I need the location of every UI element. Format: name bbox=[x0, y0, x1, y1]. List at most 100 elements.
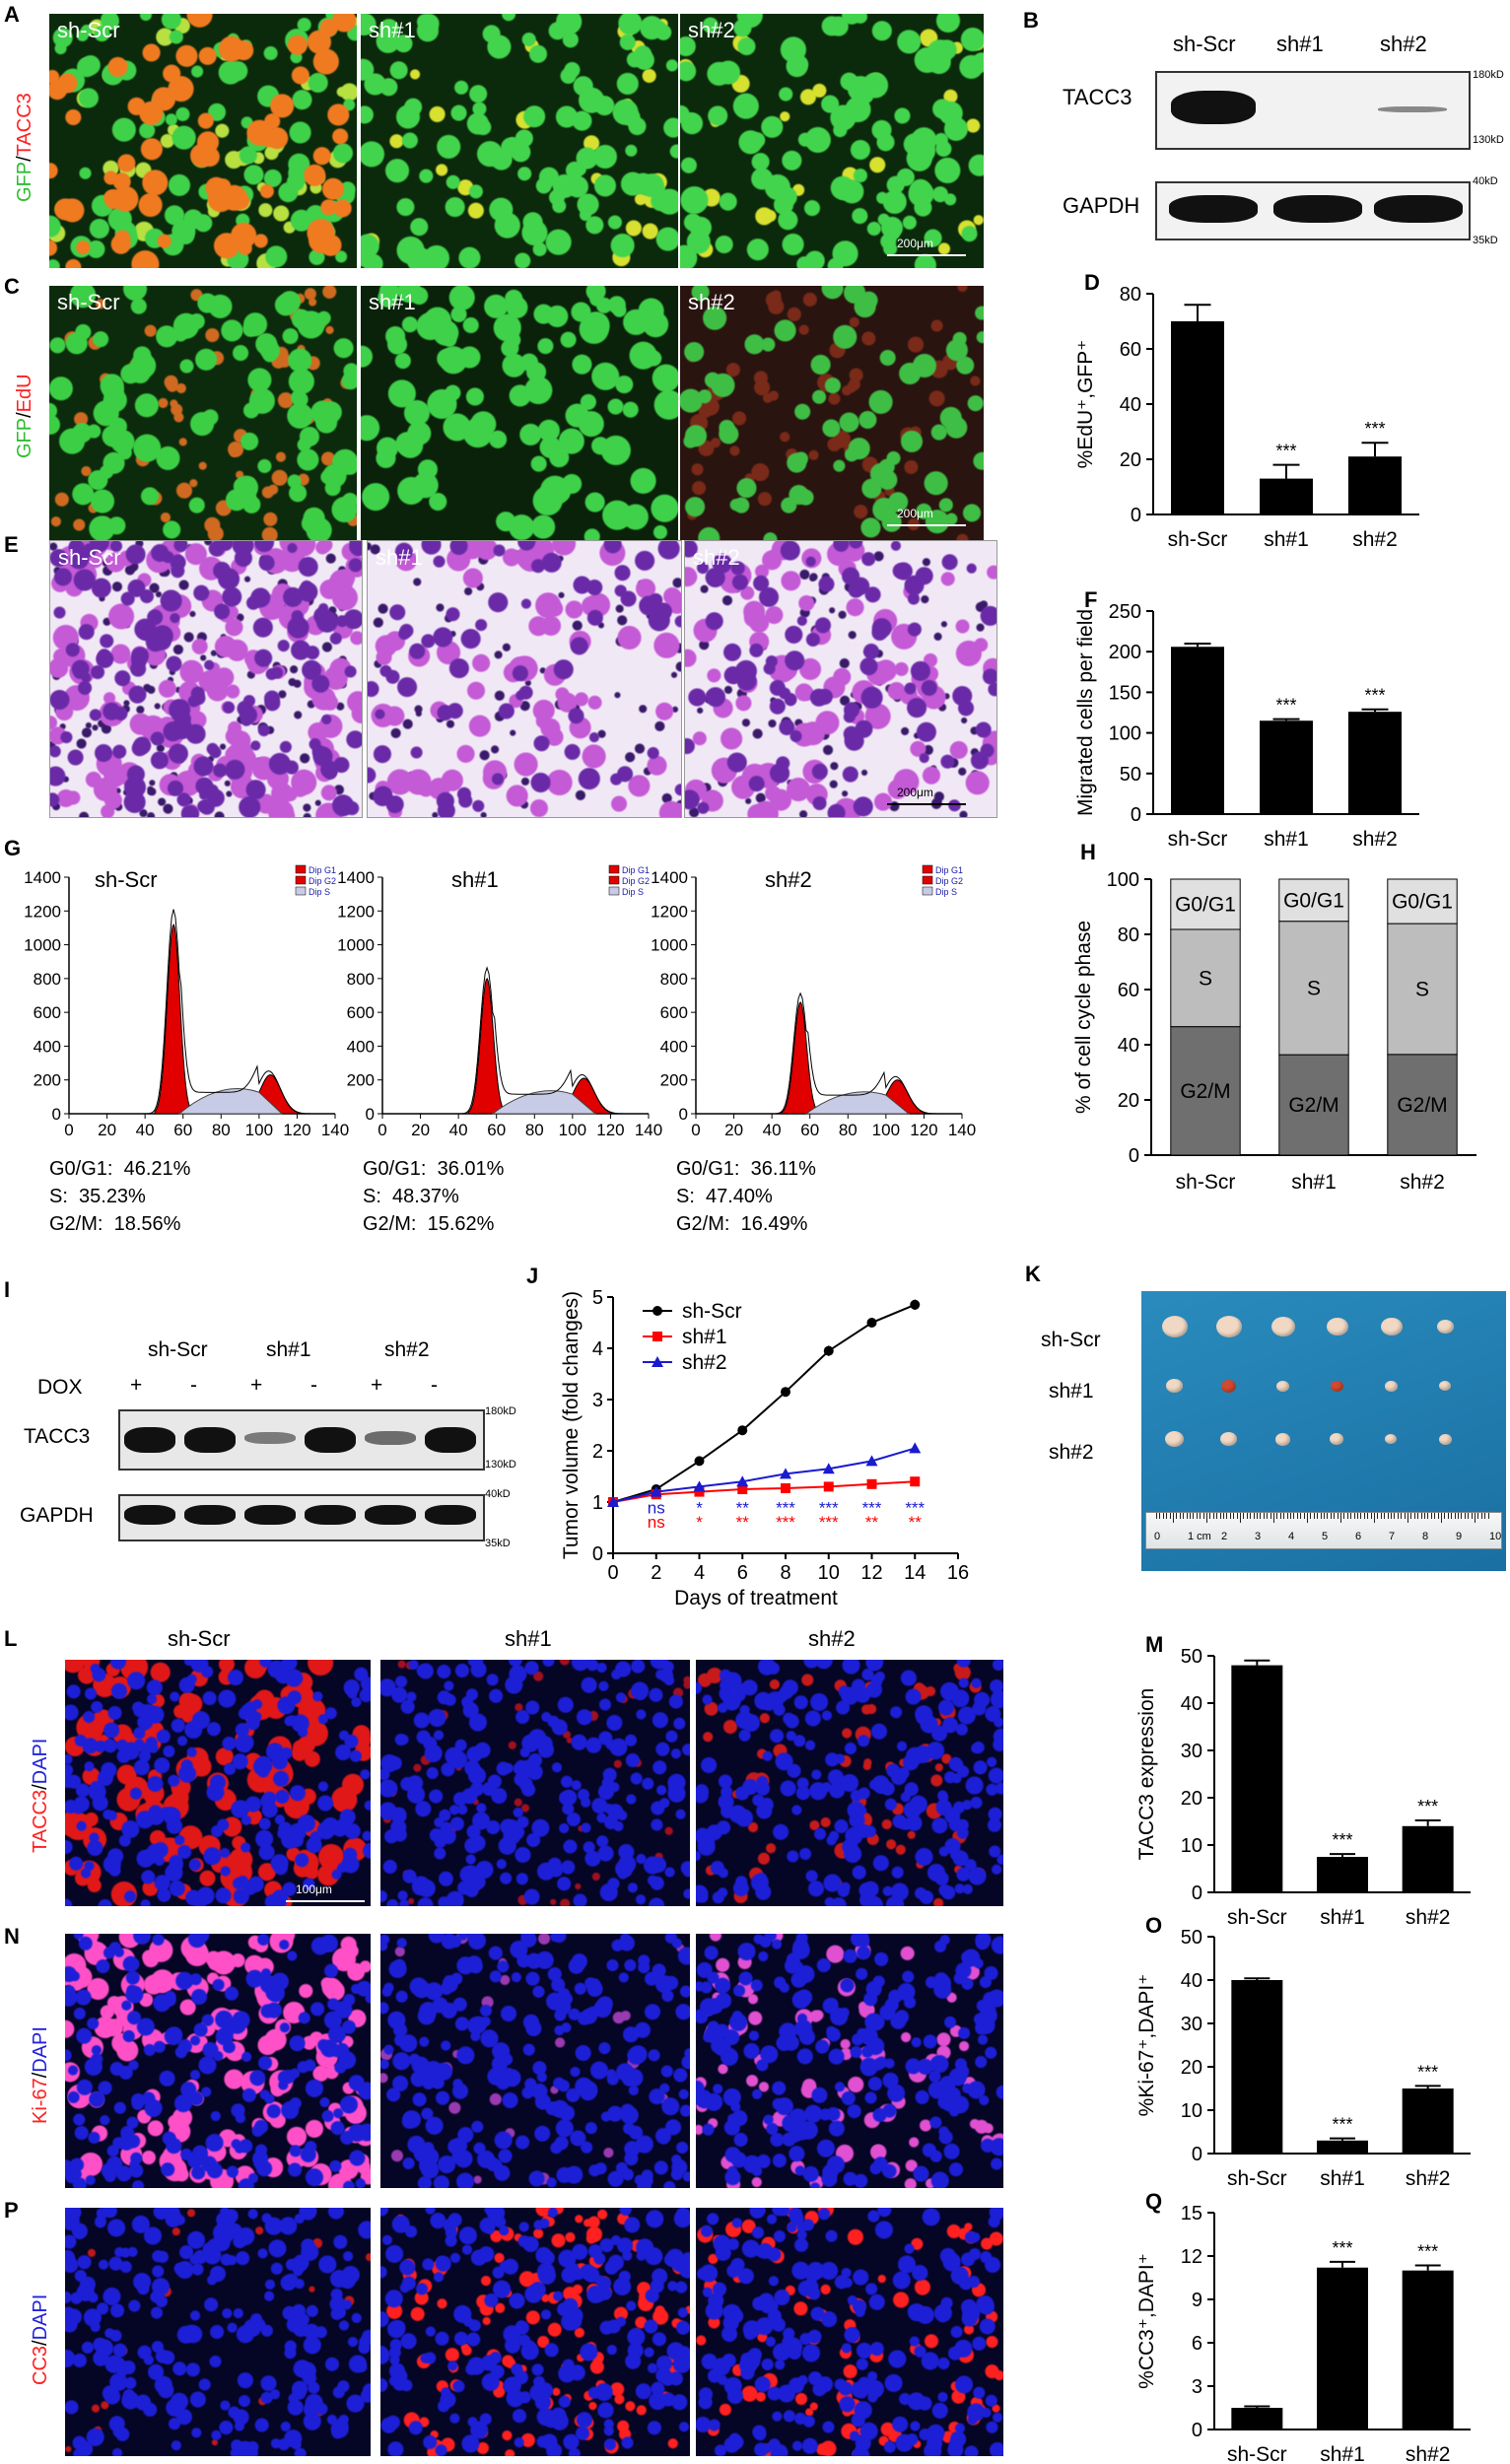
significance-label: *** bbox=[1417, 1797, 1438, 1816]
histogram-title: sh#1 bbox=[451, 867, 499, 892]
band bbox=[425, 1505, 476, 1525]
mw-marker: 35kD bbox=[485, 1538, 511, 1549]
chart-M: 0 10 20 30 40 50 sh-Scr sh#1 *** sh#2 *** TACC3 exp… bbox=[1135, 1632, 1471, 1929]
ruler-tick bbox=[1464, 1513, 1466, 1519]
y-tick-label: 600 bbox=[660, 1003, 688, 1022]
bar bbox=[1171, 321, 1224, 514]
x-tick-label: 0 bbox=[607, 1562, 618, 1584]
segment-label: G0/G1 bbox=[1392, 891, 1453, 914]
y-tick-label: 80 bbox=[1118, 924, 1139, 946]
data-point bbox=[736, 1475, 749, 1487]
x-tick-label: 12 bbox=[860, 1562, 882, 1584]
ruler-tick bbox=[1420, 1513, 1422, 1519]
mw-marker: 35kD bbox=[1473, 235, 1498, 246]
x-tick-label: 100 bbox=[872, 1121, 900, 1139]
ruler-tick bbox=[1451, 1513, 1453, 1519]
panel-label-a: A bbox=[4, 2, 20, 27]
bar bbox=[1260, 720, 1313, 814]
data-point bbox=[607, 1496, 619, 1507]
micro-tile-c-sh1: sh#1 bbox=[361, 286, 678, 540]
data-point bbox=[694, 1456, 705, 1467]
y-tick-label: 20 bbox=[1120, 449, 1141, 471]
stacked-segment bbox=[1387, 1054, 1458, 1156]
bar bbox=[1317, 2140, 1368, 2154]
y-tick-label: 1200 bbox=[651, 902, 688, 921]
ruler-tick bbox=[1173, 1513, 1174, 1523]
tile-label: sh-Scr bbox=[57, 290, 120, 314]
y-tick-label: 800 bbox=[34, 970, 61, 989]
band bbox=[184, 1505, 236, 1525]
phase-stat-line: G0/G1: 36.01% bbox=[363, 1158, 505, 1180]
significance-label: *** bbox=[819, 1513, 839, 1532]
data-point bbox=[866, 1478, 877, 1489]
dox-sign: + bbox=[250, 1374, 263, 1397]
tumor bbox=[1385, 1434, 1397, 1444]
band bbox=[124, 1427, 175, 1453]
micro-tile-e-sh1: sh#1 bbox=[367, 540, 682, 818]
scale-bar-label: 200μm bbox=[897, 507, 933, 520]
legend-label: Dip S bbox=[622, 887, 644, 897]
ruler-tick bbox=[1343, 1513, 1345, 1519]
ruler-tick bbox=[1270, 1513, 1271, 1519]
ruler-tick bbox=[1444, 1513, 1446, 1519]
ruler-tick bbox=[1159, 1513, 1161, 1519]
ruler-tick bbox=[1413, 1513, 1415, 1519]
x-tick-label: sh#1 bbox=[1320, 2443, 1365, 2464]
significance-label: ** bbox=[865, 1513, 879, 1532]
y-tick-label: 10 bbox=[1181, 2100, 1202, 2122]
panel-label-l: L bbox=[4, 1626, 18, 1651]
panel-label: H bbox=[1080, 840, 1096, 864]
y-tick-label: 20 bbox=[1181, 1788, 1202, 1810]
tissue-tile-1-2 bbox=[696, 1934, 1003, 2188]
chart-F: 0 50 100 150 200 250 sh-Scr sh#1 *** sh#2 *** Migra… bbox=[1074, 587, 1419, 851]
segment-label: G0/G1 bbox=[1283, 889, 1344, 912]
y-tick-label: 0 bbox=[592, 1543, 603, 1565]
y-tick-label: 2 bbox=[592, 1441, 603, 1463]
panel-label: D bbox=[1084, 270, 1100, 295]
tumor-photo: 0 1 cm 2 3 4 5 6 7 8 9 10 bbox=[1141, 1291, 1506, 1571]
ruler-tick bbox=[1394, 1513, 1396, 1519]
scale-bar bbox=[887, 254, 966, 256]
x-tick-label: 120 bbox=[596, 1121, 624, 1139]
bar bbox=[1171, 647, 1224, 814]
x-tick-label: 2 bbox=[651, 1562, 661, 1584]
ruler-mark: 5 bbox=[1322, 1531, 1329, 1542]
channel-red: TACC3 bbox=[30, 1789, 51, 1853]
mw-marker: 180kD bbox=[485, 1405, 516, 1417]
tissue-tile-2-0 bbox=[65, 2208, 371, 2456]
lane-label: sh#2 bbox=[1380, 32, 1427, 56]
bar bbox=[1231, 2408, 1283, 2430]
row-label: sh#1 bbox=[1049, 1380, 1094, 1403]
band bbox=[244, 1431, 296, 1444]
tile-label: sh#1 bbox=[369, 290, 416, 314]
legend-label: Dip G2 bbox=[935, 876, 963, 886]
row-label-tacc3: TACC3 bbox=[1063, 85, 1132, 109]
band bbox=[124, 1505, 175, 1525]
significance-label: *** bbox=[862, 1498, 882, 1517]
bar bbox=[1317, 1857, 1368, 1892]
x-tick-label: sh#1 bbox=[1320, 1906, 1365, 1929]
micro-tile-a-shscr: sh-Scr bbox=[49, 14, 357, 268]
legend-label: sh#1 bbox=[682, 1326, 727, 1348]
x-tick-label: 4 bbox=[694, 1562, 705, 1584]
ruler-tick bbox=[1310, 1513, 1312, 1519]
significance-label: ** bbox=[909, 1513, 923, 1532]
segment-label: G0/G1 bbox=[1175, 893, 1236, 916]
ruler-tick bbox=[1424, 1513, 1425, 1519]
panel-label: J bbox=[526, 1264, 538, 1288]
y-tick-label: 200 bbox=[347, 1071, 375, 1090]
data-point bbox=[865, 1455, 878, 1467]
ruler-tick bbox=[1223, 1513, 1224, 1519]
tumor bbox=[1220, 1432, 1237, 1446]
band bbox=[244, 1505, 296, 1525]
y-tick-label: 4 bbox=[592, 1338, 603, 1360]
x-tick-label: 0 bbox=[378, 1121, 386, 1139]
data-point bbox=[780, 1468, 791, 1479]
ruler-tick bbox=[1330, 1513, 1332, 1519]
ruler-tick bbox=[1461, 1513, 1463, 1519]
ruler-tick bbox=[1250, 1513, 1252, 1519]
significance-label: *** bbox=[776, 1513, 795, 1532]
series-line bbox=[612, 1480, 916, 1503]
x-tick-label: 120 bbox=[910, 1121, 937, 1139]
